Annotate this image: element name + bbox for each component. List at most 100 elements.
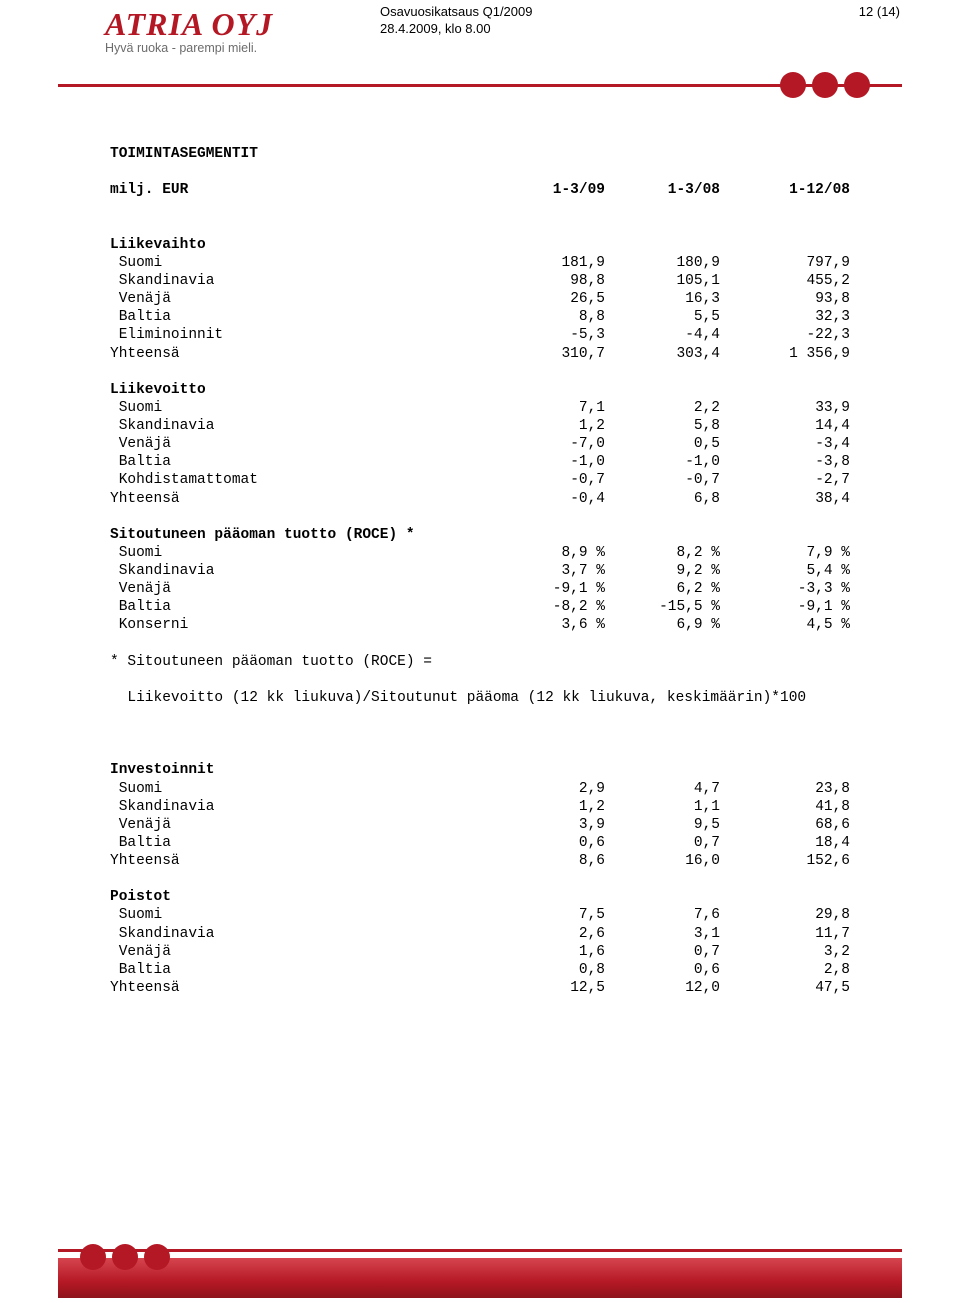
table-row: Venäjä1,60,73,2 (110, 943, 850, 961)
cell: 3,1 (605, 925, 720, 943)
cell: 3,9 (490, 816, 605, 834)
cell: 11,7 (720, 925, 850, 943)
cell: 3,7 % (490, 562, 605, 580)
table-row: Skandinavia3,7 %9,2 %5,4 % (110, 562, 850, 580)
cell: 23,8 (720, 780, 850, 798)
cell: 1,1 (605, 798, 720, 816)
cell: 1,6 (490, 943, 605, 961)
cell: 2,9 (490, 780, 605, 798)
header-dots-icon (780, 72, 870, 98)
page-header: ATRIA OYJ Hyvä ruoka - parempi mieli. Os… (0, 0, 960, 78)
cell: 105,1 (605, 272, 720, 290)
cell: -0,7 (490, 471, 605, 489)
table-row: Baltia0,60,718,4 (110, 834, 850, 852)
cell: -3,3 % (720, 580, 850, 598)
row-label: Baltia (110, 598, 490, 616)
row-label: Skandinavia (110, 562, 490, 580)
table-row: Venäjä-7,00,5-3,4 (110, 435, 850, 453)
table-row: Suomi7,57,629,8 (110, 906, 850, 924)
cell: 2,2 (605, 399, 720, 417)
group-title: Investoinnit (110, 761, 850, 779)
table-row: Suomi8,9 %8,2 %7,9 % (110, 544, 850, 562)
row-label: Skandinavia (110, 417, 490, 435)
cell: 5,8 (605, 417, 720, 435)
groups-container: Liikevaihto Suomi181,9180,9797,9 Skandin… (110, 218, 850, 635)
col-header-label: milj. EUR (110, 181, 490, 199)
blank-row (110, 743, 850, 761)
cell: 181,9 (490, 254, 605, 272)
cell: -3,4 (720, 435, 850, 453)
cell: 6,2 % (605, 580, 720, 598)
cell: -1,0 (605, 453, 720, 471)
row-label: Venäjä (110, 943, 490, 961)
cell: 47,5 (720, 979, 850, 997)
cell: 7,1 (490, 399, 605, 417)
table-row: Baltia-1,0-1,0-3,8 (110, 453, 850, 471)
cell: 4,5 % (720, 616, 850, 634)
cell: 5,5 (605, 308, 720, 326)
brand-name: ATRIA OYJ (105, 6, 273, 43)
page-footer (0, 1249, 960, 1303)
cell: 8,2 % (605, 544, 720, 562)
cell: 4,7 (605, 780, 720, 798)
footer-band (58, 1258, 902, 1298)
cell: -15,5 % (605, 598, 720, 616)
cell: 1 356,9 (720, 345, 850, 363)
table-row: Suomi181,9180,9797,9 (110, 254, 850, 272)
group-title: Liikevaihto (110, 236, 850, 254)
col-header-3: 1-12/08 (720, 181, 850, 199)
cell: 3,2 (720, 943, 850, 961)
doc-title: Osavuosikatsaus Q1/2009 (380, 4, 532, 19)
row-label: Baltia (110, 453, 490, 471)
row-label: Suomi (110, 399, 490, 417)
table-row: Eliminoinnit-5,3-4,4-22,3 (110, 326, 850, 344)
cell: -5,3 (490, 326, 605, 344)
page-number: 12 (14) (859, 4, 900, 19)
row-label: Venäjä (110, 580, 490, 598)
cell: 16,0 (605, 852, 720, 870)
row-label: Baltia (110, 308, 490, 326)
footer-divider (58, 1249, 902, 1252)
cell: 8,6 (490, 852, 605, 870)
cell: 310,7 (490, 345, 605, 363)
cell: 16,3 (605, 290, 720, 308)
table-row: Yhteensä310,7303,41 356,9 (110, 345, 850, 363)
cell: 38,4 (720, 490, 850, 508)
col-header-2: 1-3/08 (605, 181, 720, 199)
table-row: Venäjä26,516,393,8 (110, 290, 850, 308)
doc-date: 28.4.2009, klo 8.00 (380, 21, 900, 36)
cell: -9,1 % (490, 580, 605, 598)
cell: 180,9 (605, 254, 720, 272)
row-label: Suomi (110, 906, 490, 924)
cell: 8,8 (490, 308, 605, 326)
cell: 152,6 (720, 852, 850, 870)
blank-row (110, 508, 850, 526)
cell: 26,5 (490, 290, 605, 308)
row-label: Kohdistamattomat (110, 471, 490, 489)
cell: 32,3 (720, 308, 850, 326)
row-label: Skandinavia (110, 925, 490, 943)
row-label: Yhteensä (110, 852, 490, 870)
cell: 0,6 (605, 961, 720, 979)
cell: 0,7 (605, 834, 720, 852)
cell: 3,6 % (490, 616, 605, 634)
cell: 303,4 (605, 345, 720, 363)
cell: 5,4 % (720, 562, 850, 580)
row-label: Venäjä (110, 435, 490, 453)
row-label: Konserni (110, 616, 490, 634)
table-row: Konserni3,6 %6,9 %4,5 % (110, 616, 850, 634)
cell: 68,6 (720, 816, 850, 834)
brand-logo: ATRIA OYJ Hyvä ruoka - parempi mieli. (105, 6, 273, 55)
footnote-line: * Sitoutuneen pääoman tuotto (ROCE) = (110, 653, 850, 671)
cell: 0,6 (490, 834, 605, 852)
cell: 0,5 (605, 435, 720, 453)
cell: 93,8 (720, 290, 850, 308)
table-row: Yhteensä-0,46,838,4 (110, 490, 850, 508)
cell: -22,3 (720, 326, 850, 344)
footer-dots-icon (80, 1244, 170, 1270)
blank-row (110, 218, 850, 236)
cell: 18,4 (720, 834, 850, 852)
table-row: Venäjä3,99,568,6 (110, 816, 850, 834)
cell: 9,2 % (605, 562, 720, 580)
group-title: Liikevoitto (110, 381, 850, 399)
